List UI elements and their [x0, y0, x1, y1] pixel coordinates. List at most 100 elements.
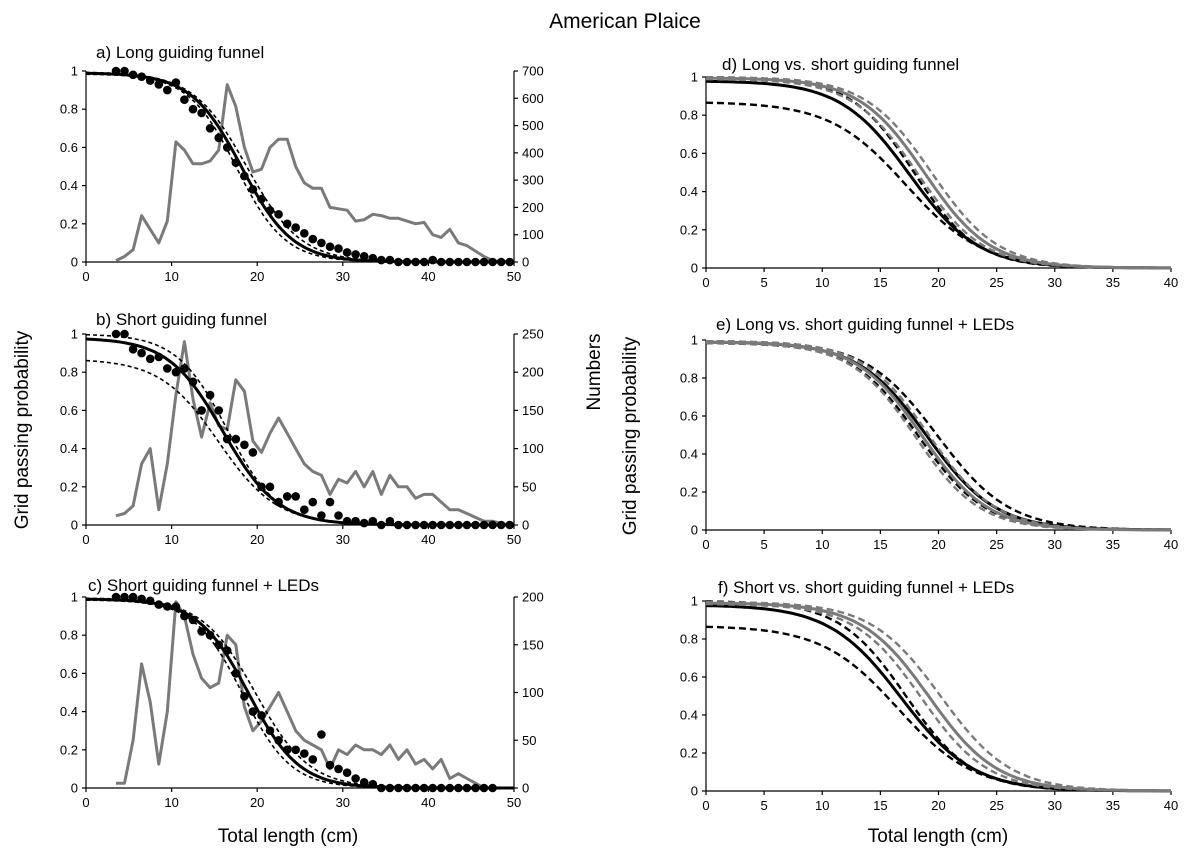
x-tick-label: 15 [873, 798, 887, 813]
secondary-y-tick-label: 600 [522, 91, 544, 106]
y-tick-label: 0 [71, 518, 78, 533]
x-tick-label: 40 [421, 532, 435, 547]
data-point [222, 646, 232, 655]
secondary-y-tick-label: 500 [522, 118, 544, 133]
data-point [257, 194, 266, 204]
data-point [479, 520, 489, 530]
y-tick-label: 0.8 [680, 108, 698, 123]
x-tick-label: 50 [507, 532, 521, 547]
secondary-y-tick-label: 700 [522, 64, 544, 79]
data-point [300, 749, 309, 758]
data-point [308, 234, 318, 244]
y-tick-label: 0.4 [680, 184, 698, 199]
y-tick-label: 0.4 [60, 704, 78, 719]
panel-b: 0 10 20 30 40 5000.20.40.60.81050100150200250… [60, 310, 544, 547]
y-tick-label: 0.6 [60, 140, 78, 155]
x-tick-label: 25 [989, 275, 1003, 290]
data-point [428, 783, 438, 793]
data-point [334, 244, 343, 253]
secondary-y-tick-label: 200 [522, 365, 544, 380]
data-point [394, 257, 403, 267]
data-point [120, 592, 129, 602]
fitted-curve-line [85, 337, 514, 527]
y-tick-label: 0.2 [680, 222, 698, 237]
y-tick-label: 0.8 [60, 102, 78, 117]
data-point [180, 364, 189, 373]
ci-lower-line [86, 599, 514, 789]
y-tick-label: 0.6 [60, 403, 78, 418]
secondary-y-tick-label: 150 [522, 637, 544, 652]
data-point [180, 95, 189, 104]
data-point [505, 257, 514, 267]
data-point [385, 516, 395, 526]
data-point [402, 257, 412, 267]
panel-title: b) Short guiding funnel [96, 310, 267, 329]
data-point [411, 783, 420, 793]
data-point [171, 367, 181, 377]
data-point [240, 171, 249, 181]
x-tick-label: 25 [989, 798, 1003, 813]
data-point [428, 255, 438, 265]
y-tick-label: 0.6 [680, 146, 698, 161]
x-tick-label: 15 [873, 275, 887, 290]
data-point [445, 257, 455, 267]
data-point [351, 250, 360, 259]
data-point [214, 406, 223, 415]
panel-c: 0 10 20 30 40 5000.20.40.60.81050100150200c) … [60, 576, 544, 810]
data-point [462, 520, 472, 530]
panel-f: 0 5 10 15 20 25 30 35 40 0 0.2 0.4 0.6 0.8 1 f) Short v… [680, 578, 1178, 813]
data-point [265, 206, 275, 215]
data-point [308, 755, 318, 764]
data-point [317, 511, 326, 520]
numbers-line [116, 600, 485, 790]
data-point [257, 482, 266, 492]
panel-title: a) Long guiding funnel [96, 43, 264, 62]
data-point [257, 711, 266, 720]
data-point [454, 520, 463, 530]
data-point [402, 520, 412, 530]
x-tick-label: 20 [250, 532, 264, 547]
x-tick-label: 35 [1106, 275, 1120, 290]
grey-ci-line [705, 341, 1171, 532]
x-tick-label: 30 [1048, 798, 1062, 813]
x-tick-label: 20 [931, 537, 945, 552]
data-point [222, 434, 232, 444]
x-tick-label: 35 [1106, 798, 1120, 813]
data-point [505, 520, 514, 530]
grey-ci-line [706, 76, 1172, 270]
data-point [291, 745, 301, 755]
y-tick-label: 1 [71, 64, 78, 79]
right-x-axis-label: Total length (cm) [868, 826, 1008, 847]
data-point [488, 257, 497, 267]
data-point [317, 730, 326, 739]
y-tick-label: 0.2 [680, 485, 698, 500]
data-point [120, 329, 129, 339]
panel-title: f) Short vs. short guiding funnel + LEDs [718, 578, 1014, 597]
data-point [462, 257, 472, 267]
data-point [214, 640, 223, 650]
data-point [171, 78, 181, 87]
x-tick-label: 50 [507, 795, 521, 810]
left-y-axis-label: Grid passing probability [12, 330, 33, 529]
middle-y-axis-label: Numbers [584, 333, 605, 410]
data-point [377, 520, 386, 530]
data-point [402, 783, 412, 793]
secondary-y-tick-label: 0 [522, 518, 529, 533]
data-point [471, 257, 480, 267]
data-point [231, 669, 241, 678]
data-point [128, 70, 138, 80]
x-tick-label: 0 [702, 275, 709, 290]
data-point [436, 520, 446, 530]
data-point [359, 518, 369, 528]
data-point [368, 253, 378, 263]
data-point [205, 124, 215, 133]
data-point [248, 185, 258, 194]
black-ci-line [705, 101, 1171, 269]
data-point [436, 257, 446, 267]
grey-curve-line [706, 76, 1171, 270]
data-point [342, 248, 352, 257]
data-point [479, 783, 489, 793]
secondary-y-tick-label: 200 [522, 590, 544, 605]
y-tick-label: 0.6 [680, 409, 698, 424]
data-point [205, 630, 215, 640]
